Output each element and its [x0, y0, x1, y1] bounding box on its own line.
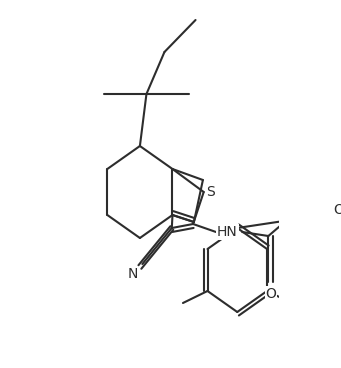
Text: O: O — [265, 287, 276, 301]
Text: N: N — [127, 267, 138, 281]
Text: O: O — [333, 203, 341, 217]
Text: S: S — [206, 185, 214, 199]
Text: HN: HN — [217, 225, 238, 239]
